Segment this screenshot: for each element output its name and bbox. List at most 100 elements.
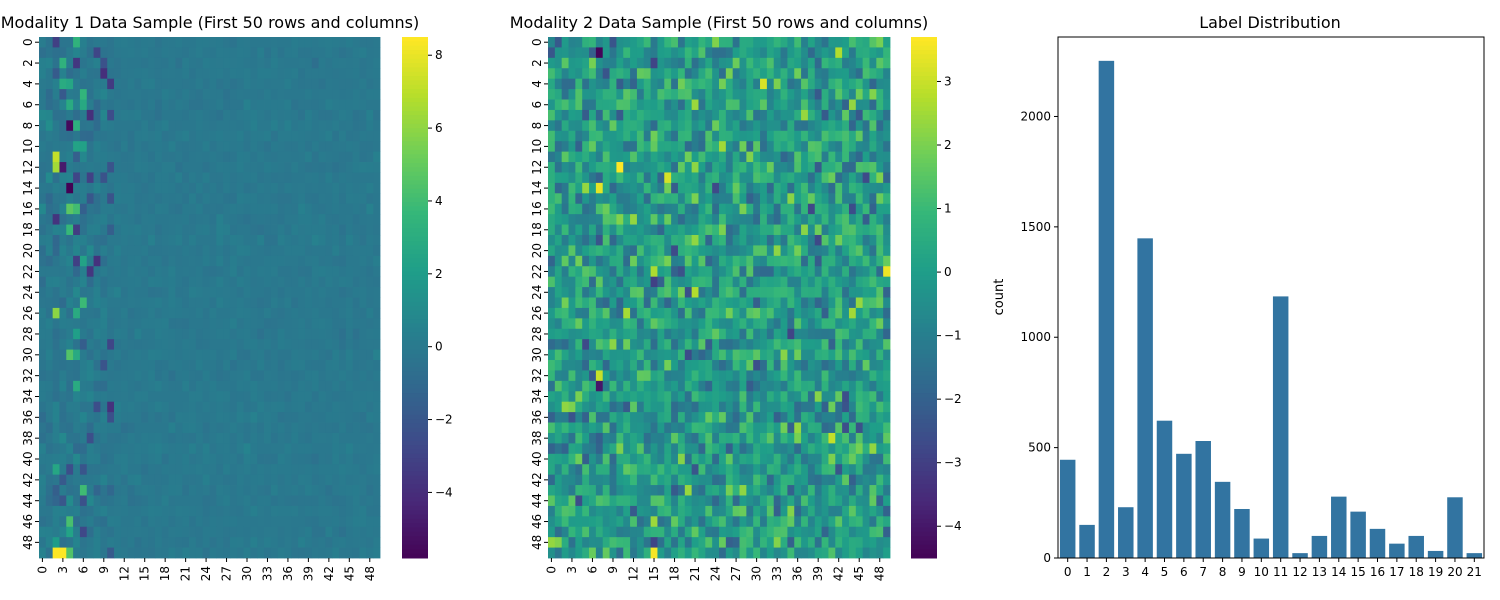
- heatmap-cell: [671, 255, 679, 267]
- heatmap-cell: [609, 224, 617, 236]
- heatmap-cell: [332, 287, 340, 298]
- heatmap-cell: [148, 151, 156, 163]
- heatmap-cell: [114, 234, 122, 246]
- heatmap-cell: [636, 224, 645, 236]
- heatmap-cell: [127, 266, 135, 278]
- heatmap-cell: [691, 391, 699, 403]
- heatmap-cell: [554, 224, 563, 236]
- heatmap-cell: [332, 370, 340, 382]
- heatmap-cell: [229, 380, 238, 392]
- heatmap-cell: [373, 380, 381, 392]
- heatmap-cell: [325, 109, 333, 121]
- heatmap-cell: [161, 391, 169, 403]
- heatmap-cell: [801, 495, 809, 507]
- heatmap-cell: [582, 266, 590, 278]
- heatmap-cell: [712, 360, 720, 371]
- heatmap-cell: [345, 380, 354, 392]
- col-tick-label: 27: [220, 566, 234, 581]
- heatmap-cell: [141, 474, 149, 486]
- heatmap-cell: [862, 391, 870, 403]
- heatmap-cell: [828, 370, 836, 382]
- heatmap-cell: [568, 401, 576, 413]
- colorbar-segment: [402, 275, 428, 281]
- heatmap-cell: [869, 255, 877, 267]
- heatmap-cell: [732, 89, 740, 100]
- heatmap-cell: [760, 443, 768, 455]
- heatmap-cell: [705, 432, 713, 444]
- heatmap-cell: [561, 370, 569, 382]
- heatmap-cell: [739, 172, 747, 184]
- heatmap-cell: [223, 99, 231, 111]
- heatmap-cell: [623, 474, 631, 486]
- heatmap-cell: [209, 516, 217, 528]
- heatmap-cell: [712, 339, 720, 350]
- heatmap-cell: [657, 214, 665, 225]
- heatmap-cell: [270, 474, 279, 486]
- heatmap-cell: [277, 464, 285, 476]
- heatmap-cell: [794, 245, 802, 257]
- heatmap-cell: [602, 245, 610, 257]
- heatmap-cell: [100, 255, 108, 267]
- heatmap-cell: [801, 224, 809, 236]
- heatmap-cell: [352, 172, 360, 184]
- heatmap-cell: [66, 297, 74, 309]
- heatmap-cell: [787, 307, 795, 319]
- heatmap-cell: [202, 516, 210, 528]
- heatmap-cell: [657, 380, 665, 392]
- heatmap-cell: [79, 255, 88, 267]
- heatmap-cell: [801, 412, 809, 423]
- heatmap-cell: [616, 432, 624, 444]
- heatmap-cell: [746, 78, 754, 90]
- heatmap-cell: [657, 453, 665, 465]
- heatmap-cell: [209, 412, 217, 423]
- heatmap-cell: [114, 495, 122, 507]
- heatmap-cell: [250, 422, 258, 434]
- heatmap-cell: [691, 130, 699, 142]
- heatmap-cell: [264, 141, 272, 153]
- heatmap-cell: [848, 307, 857, 319]
- heatmap-cell: [636, 422, 645, 434]
- heatmap-cell: [52, 318, 60, 330]
- heatmap-cell: [134, 370, 142, 382]
- heatmap-cell: [794, 495, 802, 507]
- heatmap-cell: [189, 547, 197, 559]
- heatmap-cell: [787, 193, 795, 205]
- heatmap-cell: [684, 318, 693, 330]
- heatmap-cell: [582, 224, 590, 236]
- heatmap-cell: [582, 89, 590, 100]
- heatmap-cell: [182, 57, 190, 69]
- colorbar-segment: [402, 462, 428, 468]
- heatmap-cell: [554, 391, 563, 403]
- heatmap-cell: [318, 182, 326, 194]
- heatmap-cell: [623, 453, 631, 465]
- heatmap-cell: [45, 526, 54, 538]
- heatmap-cell: [345, 224, 354, 236]
- heatmap-cell: [575, 99, 583, 111]
- heatmap-cell: [623, 318, 631, 330]
- heatmap-cell: [345, 474, 354, 486]
- heatmap-cell: [86, 339, 94, 350]
- heatmap-cell: [855, 203, 864, 215]
- heatmap-cell: [86, 318, 94, 330]
- heatmap-cell: [73, 141, 81, 153]
- heatmap-cell: [623, 182, 631, 194]
- heatmap-cell: [277, 120, 285, 132]
- heatmap-cell: [168, 141, 176, 153]
- heatmap-cell: [114, 505, 122, 517]
- heatmap-cell: [609, 307, 617, 319]
- heatmap-cell: [582, 234, 590, 246]
- heatmap-cell: [373, 141, 381, 153]
- heatmap-cell: [168, 537, 176, 548]
- heatmap-cell: [602, 182, 610, 194]
- heatmap-cell: [359, 380, 367, 392]
- heatmap-cell: [548, 307, 556, 319]
- heatmap-cell: [243, 412, 251, 423]
- heatmap-cell: [636, 141, 645, 153]
- heatmap-cell: [746, 474, 754, 486]
- heatmap-cell: [257, 234, 265, 246]
- heatmap-cell: [623, 443, 631, 455]
- heatmap-cell: [589, 328, 597, 340]
- heatmap-cell: [739, 78, 747, 90]
- heatmap-cell: [229, 57, 238, 69]
- heatmap-cell: [250, 141, 258, 153]
